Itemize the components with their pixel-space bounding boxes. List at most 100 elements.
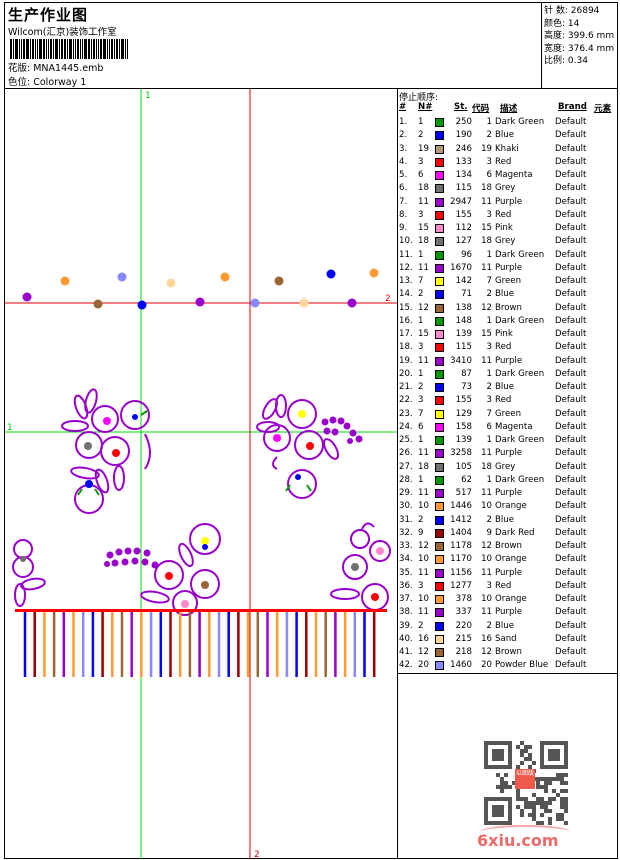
stop-sequence-header: # N# St. 代码 描述 Brand 元素 [398,102,617,115]
color-swatch [435,343,444,353]
qr-module [532,801,536,805]
stop-sequence-row: 25. 1 139 1 Dark Green Default [398,434,617,447]
row-code: 10 [481,501,492,512]
fringe-bar [15,609,387,612]
color-swatch [435,197,444,207]
row-needle: 1 [418,249,424,260]
row-description: Blue [495,289,515,300]
row-description: Dark Green [495,474,545,485]
row-description: Brown [495,647,522,657]
row-code: 1 [486,249,492,260]
color-swatch [435,118,444,127]
qr-module [540,785,544,789]
dot [195,297,205,307]
barcode-bar [69,39,72,59]
barcode-bar [109,39,110,59]
row-brand: Default [555,607,587,618]
row-code: 11 [481,262,492,273]
stop-sequence-row: 24. 6 158 6 Magenta Default [398,421,617,434]
row-stitches: 62 [461,474,472,485]
row-code: 18 [481,183,492,194]
stat-height-value: 399.6 mm [567,31,615,41]
row-brand: Default [555,262,587,273]
stat-height: 高度: 399.6 mm [544,30,617,43]
row-brand: Default [555,342,587,353]
row-description: Dark Green [495,435,545,445]
barcode-bar [26,39,29,59]
qr-panel: 以图版 6xiu.com [398,675,617,859]
row-stitches: 142 [455,276,472,286]
col-header-stitches: St. [454,102,468,112]
color-swatch [435,237,444,247]
qr-module [556,773,560,777]
color-swatch [435,528,444,538]
row-index: 34. [399,554,413,565]
barcode-bar [88,39,90,59]
color-swatch [435,608,444,618]
row-code: 20 [481,660,492,671]
qr-module [528,801,532,805]
stop-sequence-row: 23. 7 129 7 Green Default [398,408,617,421]
row-needle: 20 [418,660,429,671]
row-needle: 2 [418,289,424,300]
row-description: Red [495,209,512,220]
row-needle: 7 [418,276,424,286]
color-swatch [435,502,444,512]
row-index: 39. [399,620,413,631]
row-brand: Default [555,236,587,247]
row-needle: 18 [418,236,429,247]
color-swatch [435,475,444,485]
row-brand: Default [555,554,587,565]
qr-module [504,773,508,777]
row-index: 38. [399,607,413,618]
qr-module [564,805,568,809]
qr-module [532,761,536,765]
row-stitches: 129 [455,408,472,419]
qr-module [516,797,520,801]
row-index: 42. [399,660,413,671]
row-needle: 11 [418,262,429,273]
row-brand: Default [555,117,587,127]
qr-module [548,821,552,825]
qr-module [540,805,544,809]
row-index: 33. [399,541,413,551]
row-brand: Default [555,130,587,141]
row-code: 12 [481,302,492,313]
row-index: 32. [399,527,413,538]
row-needle: 3 [418,580,424,591]
row-needle: 6 [418,170,424,180]
qr-module [556,817,560,821]
row-description: Grey [495,236,516,247]
row-code: 11 [481,567,492,578]
row-code: 1 [486,435,492,445]
row-code: 1 [486,474,492,485]
row-brand: Default [555,647,587,657]
row-index: 26. [399,448,413,459]
stat-height-label: 高度: [544,31,566,41]
barcode-bar [35,39,36,59]
color-swatch [435,436,444,445]
row-code: 1 [486,117,492,127]
stop-sequence-row: 7. 11 2947 11 Purple Default [398,196,617,209]
qr-module [528,753,532,757]
row-description: Red [495,395,512,406]
row-needle: 12 [418,647,429,657]
row-needle: 3 [418,342,424,353]
row-description: Dark Green [495,249,545,260]
color-swatch [435,568,444,578]
color-swatch [435,290,444,300]
row-stitches: 105 [455,461,472,472]
qr-module [548,817,552,821]
stop-sequence-row: 1. 1 250 1 Dark Green Default [398,116,617,129]
qr-module [560,797,564,801]
row-brand: Default [555,660,587,671]
qr-module [528,813,532,817]
stat-colors-label: 颜色: [544,18,566,29]
qr-module [560,773,564,777]
qr-module [516,805,520,809]
barcode-bar [50,39,52,59]
row-description: Dark Green [495,315,545,326]
qr-module [520,749,524,753]
qr-stamp-logo: 以图版 [515,769,535,789]
row-code: 11 [481,607,492,618]
